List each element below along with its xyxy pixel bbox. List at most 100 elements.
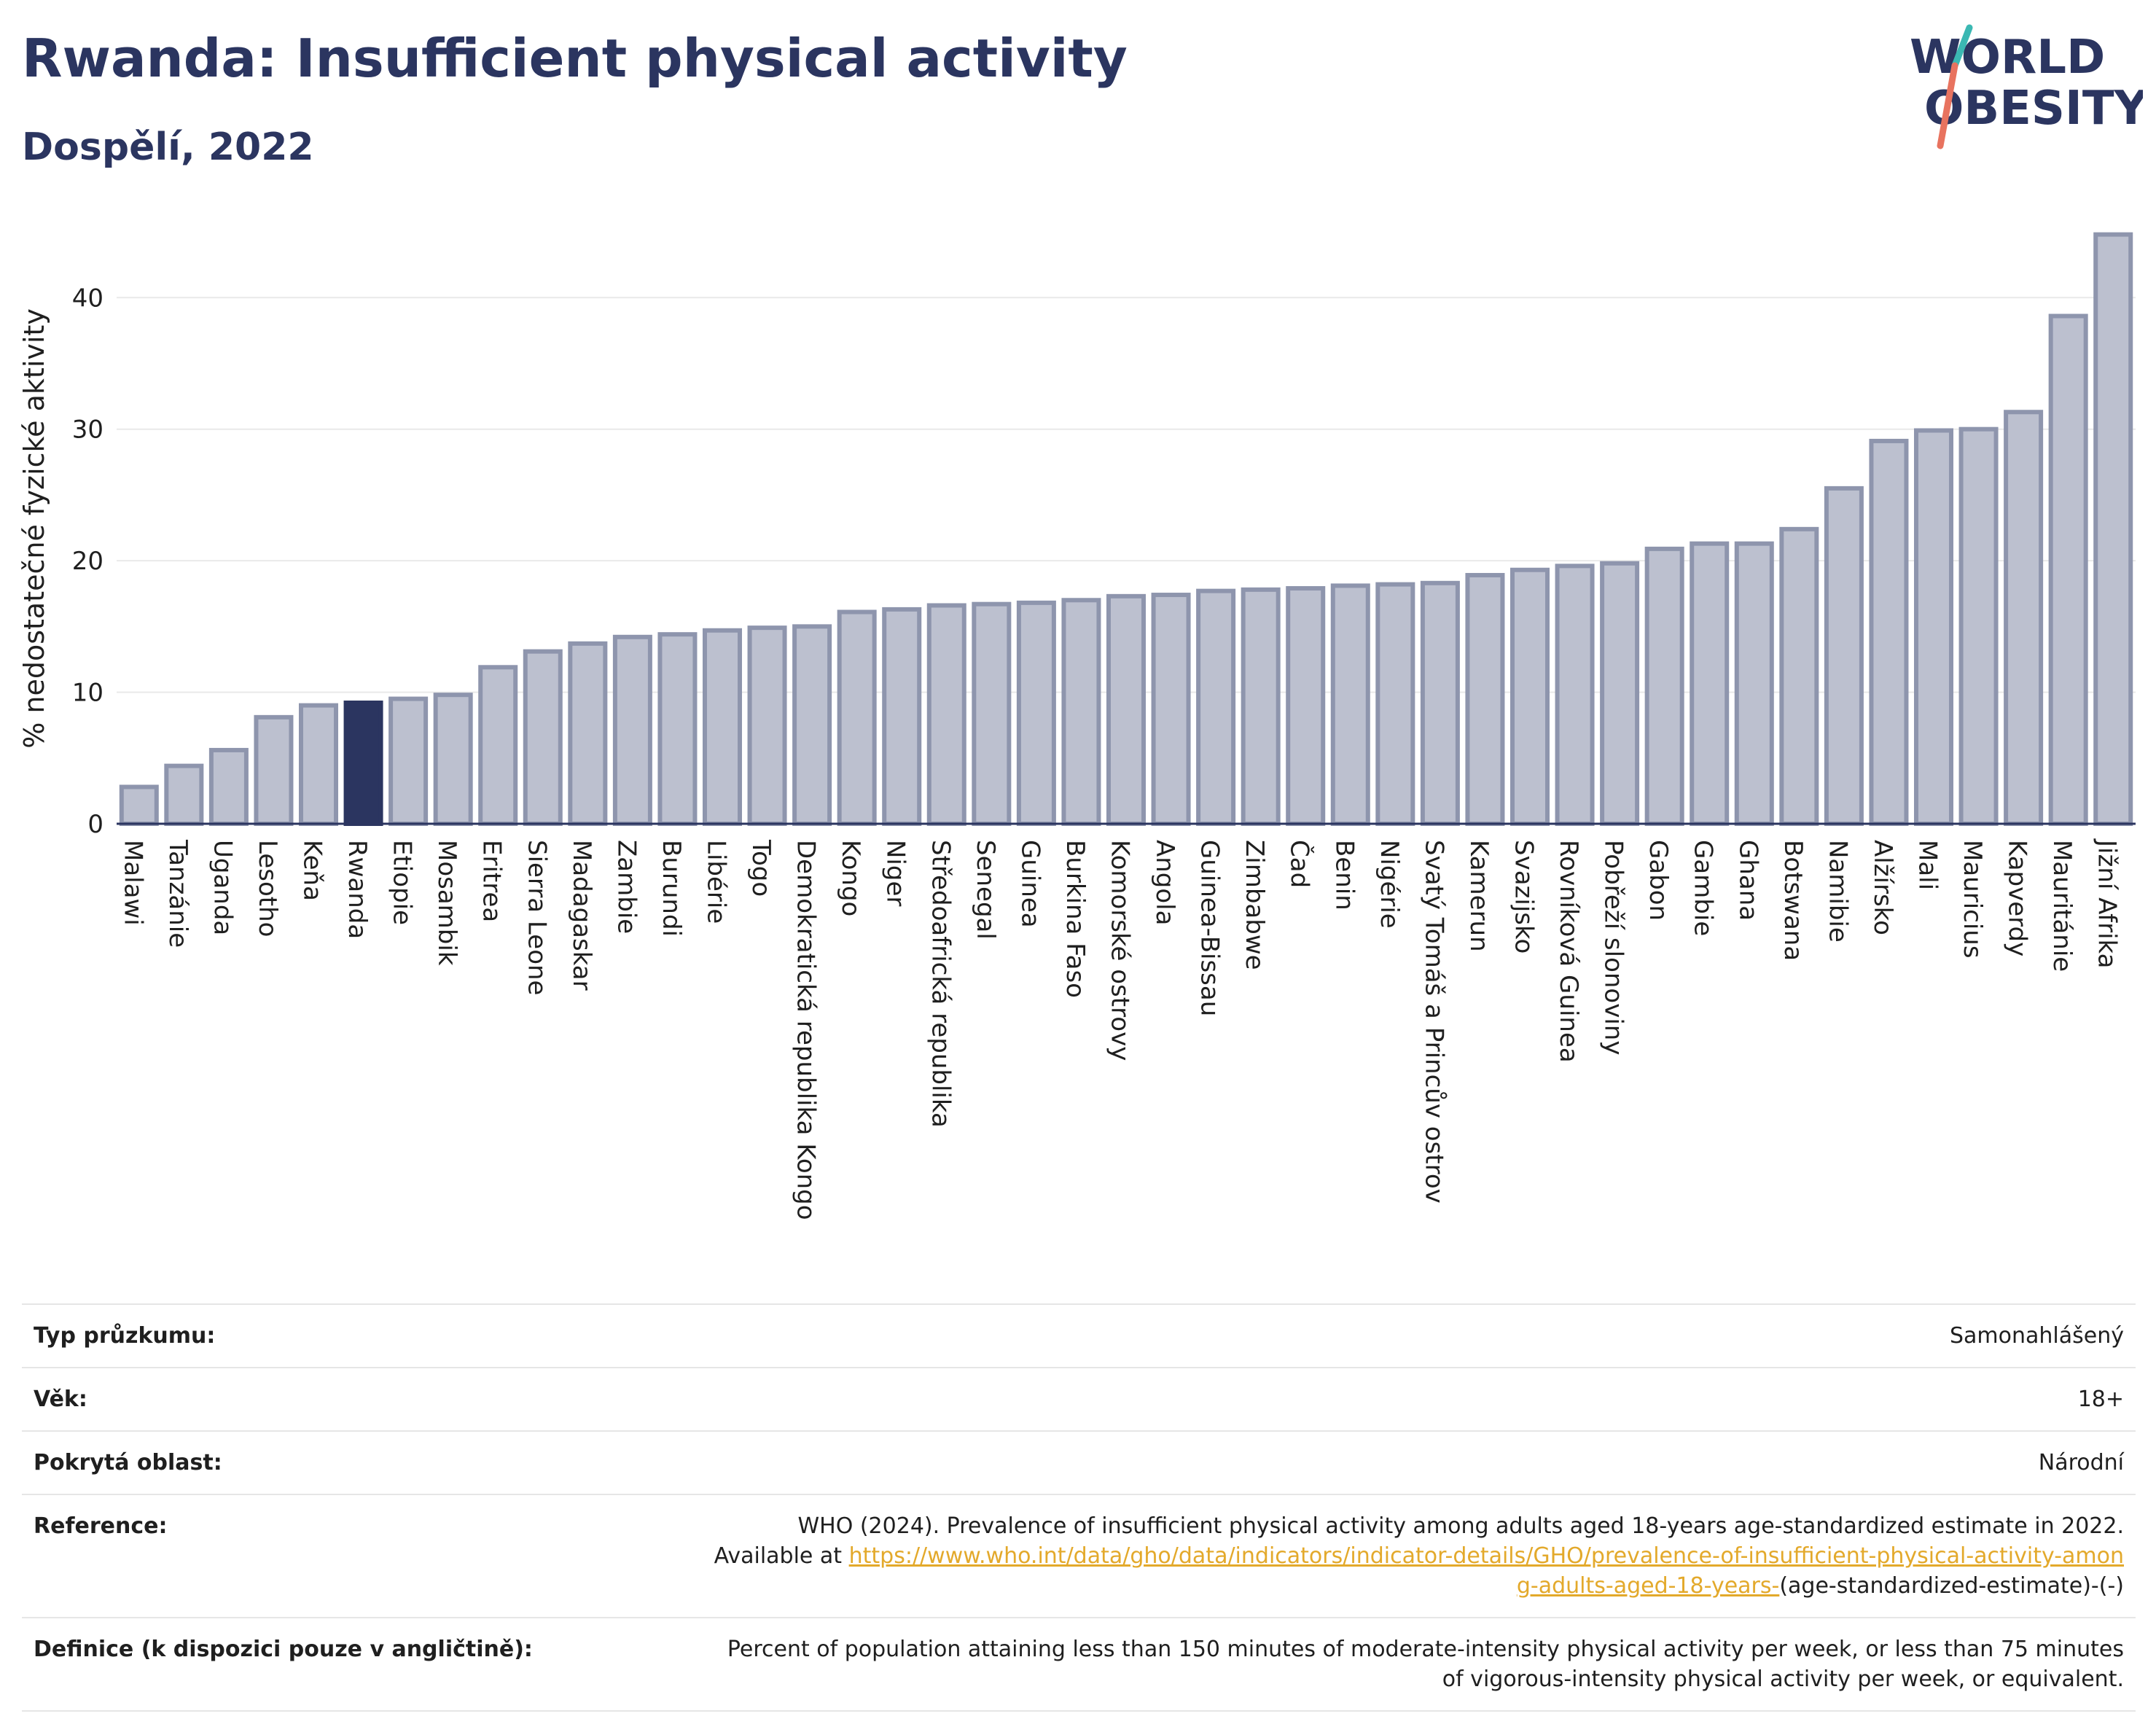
x-tick-label: Malawi (118, 840, 147, 926)
x-tick-label: Gambie (1689, 840, 1718, 936)
bar-44 (2048, 313, 2088, 826)
x-tick-label: Madagaskar (567, 840, 596, 991)
bar-17 (837, 609, 877, 826)
x-tick-label: Eritrea (477, 840, 507, 922)
logo-slash-top (1951, 24, 1973, 69)
bar-28 (1330, 583, 1370, 826)
x-tick-label: Čad (1285, 840, 1315, 888)
info-row-reference: Reference: WHO (2024). Prevalence of ins… (22, 1494, 2136, 1618)
x-tick-label: Benin (1329, 840, 1359, 911)
reference-link[interactable]: https://www.who.int/data/gho/data/indica… (848, 1543, 2124, 1599)
x-tick-label: Botswana (1778, 840, 1808, 961)
y-tick-label: 0 (87, 810, 103, 839)
y-tick-label: 20 (72, 547, 103, 576)
bar-45 (2093, 232, 2133, 826)
x-tick-label: Rovníková Guinea (1554, 840, 1583, 1063)
bar-12 (612, 634, 652, 826)
info-row-age: Věk: 18+ (22, 1368, 2136, 1431)
x-tick-label: Mauricius (1958, 840, 1987, 959)
x-tick-label: Kongo (836, 840, 865, 916)
x-tick-label: Svatý Tomáš a Princův ostrov (1419, 840, 1448, 1204)
x-tick-label: Guinea-Bissau (1195, 840, 1225, 1016)
bar-31 (1465, 572, 1505, 826)
age-label: Věk: (34, 1387, 87, 1412)
x-tick-label: Gabon (1644, 840, 1673, 921)
bar-14 (702, 628, 743, 826)
bar-29 (1375, 582, 1415, 826)
bar-7 (388, 696, 429, 827)
x-tick-label: Nigérie (1375, 840, 1404, 929)
x-tick-label: Keňa (298, 840, 327, 901)
info-row-definition: Definice (k dispozici pouze v angličtině… (22, 1618, 2136, 1711)
x-axis-ticks: Malawi Tanzánie Uganda Lesotho Keňa Rwanda Eti… (118, 838, 2121, 1220)
reference-value: WHO (2024). Prevalence of insufficient p… (701, 1494, 2136, 1618)
bar-11 (568, 641, 608, 826)
x-tick-label: Angola (1150, 840, 1179, 925)
bar-8 (433, 693, 473, 826)
x-tick-label: Tanzánie (163, 839, 192, 948)
bar-39 (1824, 486, 1864, 826)
bar-6 (343, 701, 383, 826)
bar-4 (254, 714, 294, 827)
x-tick-label: Rwanda (343, 840, 372, 939)
logo-slash-bottom (1937, 62, 1958, 149)
x-tick-label: Ghana (1733, 840, 1762, 921)
x-tick-label: Svazijsko (1509, 840, 1539, 954)
bar-24 (1151, 593, 1191, 826)
logo-line2: OBESITY (1924, 82, 2143, 136)
x-tick-label: Zimbabwe (1240, 840, 1269, 970)
bar-19 (926, 603, 966, 826)
y-tick-label: 30 (72, 416, 103, 445)
bar-10 (523, 649, 563, 826)
bar-21 (1016, 600, 1056, 826)
y-axis-title: % nedostatečné fyzické aktivity (18, 308, 50, 749)
reference-label: Reference: (34, 1513, 168, 1539)
reference-text: WHO (2024). Prevalence of insufficient p… (714, 1513, 2124, 1569)
info-row-survey-type: Typ průzkumu: Samonahlášený (22, 1304, 2136, 1368)
x-tick-label: Komorské ostrovy (1106, 840, 1135, 1061)
bar-20 (972, 601, 1012, 826)
bar-chart: 0 10 20 30 40 Malawi Tanzánie Uganda Lesotho Keň… (18, 232, 2136, 1220)
y-tick-label: 10 (72, 679, 103, 708)
x-tick-label: Alžírsko (1868, 840, 1897, 935)
y-axis-ticks: 0 10 20 30 40 (72, 284, 103, 839)
x-tick-label: Lesotho (253, 840, 282, 937)
bar-3 (208, 747, 249, 827)
x-tick-label: Togo (746, 839, 776, 897)
x-tick-label: Kamerun (1464, 840, 1493, 952)
x-tick-label: Uganda (208, 840, 237, 935)
bar-1 (119, 784, 159, 827)
bar-27 (1286, 586, 1326, 826)
bar-34 (1600, 561, 1640, 826)
x-tick-label: Mauritánie (2047, 840, 2077, 972)
x-tick-label: Pobřeží slonoviny (1599, 840, 1628, 1055)
age-value: 18+ (2077, 1387, 2124, 1412)
survey-type-label: Typ průzkumu: (34, 1323, 216, 1349)
bar-23 (1106, 593, 1147, 826)
bar-16 (792, 624, 832, 826)
x-tick-label: Niger (881, 840, 910, 906)
x-tick-label: Burundi (657, 840, 686, 937)
bar-33 (1555, 564, 1595, 826)
reference-suffix: (age-standardized-estimate)-(-) (1779, 1573, 2124, 1599)
survey-type-value: Samonahlášený (1950, 1323, 2124, 1349)
x-tick-label: Guinea (1015, 840, 1044, 928)
y-tick-label: 40 (72, 284, 103, 313)
bar-22 (1061, 598, 1101, 826)
x-tick-label: Mosambik (432, 840, 461, 966)
x-tick-label: Senegal (971, 840, 1000, 940)
bar-9 (478, 665, 518, 826)
bar-38 (1779, 526, 1819, 827)
x-tick-label: Namibie (1823, 840, 1852, 943)
bar-13 (657, 632, 698, 826)
x-tick-label: Etiopie (388, 840, 417, 925)
x-tick-label: Libérie (702, 840, 731, 924)
page-subtitle: Dospělí, 2022 (22, 125, 314, 169)
bar-36 (1690, 541, 1730, 826)
bars (119, 232, 2133, 827)
bar-2 (164, 763, 204, 826)
definition-label: Definice (k dispozici pouze v angličtině… (34, 1637, 533, 1662)
area-label: Pokrytá oblast: (34, 1450, 222, 1475)
bar-37 (1734, 541, 1774, 826)
bar-5 (298, 703, 339, 827)
